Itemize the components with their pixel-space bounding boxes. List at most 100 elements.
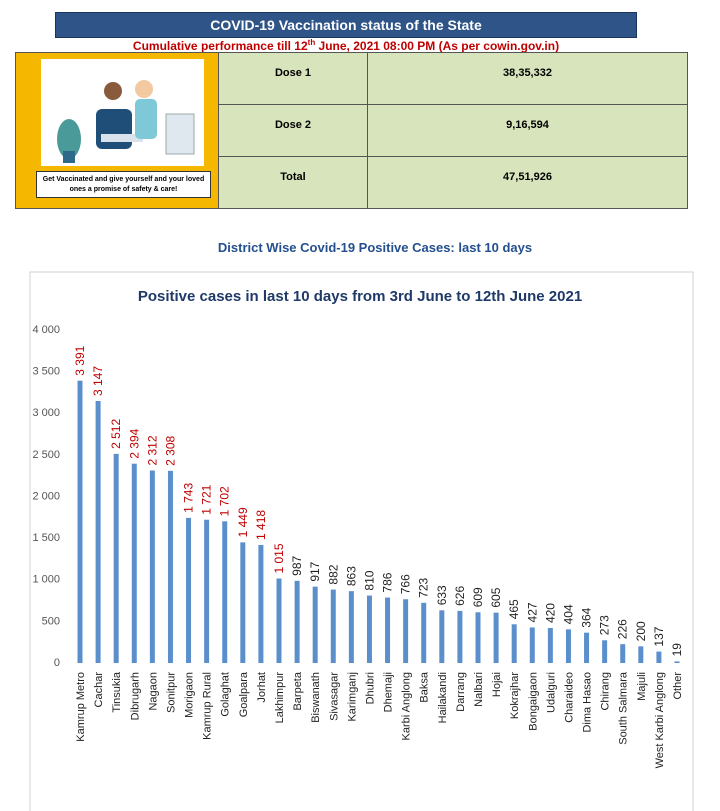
data-label: 1 418 [254, 510, 268, 540]
subtitle-text: June, 2021 08:00 PM (As per cowin.gov.in… [315, 39, 560, 53]
x-tick-label: Tinsukia [111, 671, 123, 712]
bar [312, 586, 318, 663]
data-label: 404 [561, 604, 575, 624]
data-label: 19 [670, 643, 684, 657]
row-value: 38,35,332 [368, 53, 687, 105]
data-label: 273 [598, 615, 612, 635]
data-label: 427 [525, 602, 539, 622]
subtitle-sup: th [307, 38, 316, 47]
promo-cell: Get Vaccinated and give yourself and you… [16, 53, 219, 208]
x-tick-label: Dibrugarh [129, 672, 141, 720]
data-label: 364 [580, 607, 594, 627]
y-tick-label: 3 000 [32, 407, 60, 419]
x-tick-label: West Karbi Anglong [654, 672, 666, 768]
x-tick-label: Udalguri [545, 672, 557, 713]
y-tick-label: 3 500 [32, 366, 60, 378]
data-label: 1 015 [272, 543, 286, 573]
y-tick-label: 1 000 [32, 574, 60, 586]
x-tick-label: Nalbari [473, 672, 485, 707]
bar [240, 542, 246, 663]
x-tick-label: Kamrup Rural [202, 672, 214, 740]
row-value: 9,16,594 [368, 105, 687, 157]
bar [565, 629, 571, 663]
bar [258, 544, 264, 663]
bar [475, 612, 481, 663]
illustration [41, 59, 204, 166]
bar [294, 580, 300, 663]
bar [421, 602, 427, 663]
data-label: 987 [290, 555, 304, 575]
x-tick-label: Kamrup Metro [75, 672, 87, 742]
chart-frame [29, 271, 694, 811]
row-label: Total [219, 157, 368, 208]
data-label: 420 [543, 603, 557, 623]
data-label: 723 [417, 577, 431, 597]
x-tick-label: Hailakandi [437, 672, 449, 723]
data-label: 1 449 [236, 507, 250, 537]
bar [348, 591, 354, 663]
bar [149, 470, 155, 663]
header-title: COVID-19 Vaccination status of the State [55, 12, 637, 38]
x-tick-label: Other [672, 672, 684, 700]
x-tick-label: Baksa [419, 671, 431, 702]
x-tick-label: Lakhimpur [274, 672, 286, 724]
bar [656, 651, 662, 663]
bar [511, 624, 517, 663]
data-label: 3 147 [91, 366, 105, 396]
bar [584, 632, 590, 663]
data-label: 2 394 [127, 428, 141, 458]
x-tick-label: Karbi Anglong [401, 672, 413, 741]
bar [95, 401, 101, 663]
subtitle: Cumulative performance till 12th June, 2… [0, 38, 692, 53]
data-label: 2 312 [145, 435, 159, 465]
caption: Get Vaccinated and give yourself and you… [36, 171, 211, 198]
x-tick-label: Chirang [600, 672, 612, 711]
row-label: Dose 2 [219, 105, 368, 157]
section-title: District Wise Covid-19 Positive Cases: l… [217, 240, 533, 255]
bar [330, 589, 336, 663]
data-label: 609 [471, 587, 485, 607]
data-label: 633 [435, 585, 449, 605]
row-label: Dose 1 [219, 53, 368, 105]
bar [186, 517, 192, 663]
data-label: 3 391 [73, 345, 87, 375]
data-label: 1 702 [218, 486, 232, 516]
vaccination-table: Get Vaccinated and give yourself and you… [15, 52, 688, 209]
bar [77, 380, 83, 663]
data-label: 2 308 [163, 436, 177, 466]
x-tick-label: Majuli [636, 672, 648, 701]
bar [457, 610, 463, 663]
y-tick-label: 4 000 [32, 324, 60, 336]
x-tick-label: Sonitpur [165, 672, 177, 713]
bar [493, 612, 499, 663]
x-tick-label: Golaghat [220, 672, 232, 717]
bar [276, 578, 282, 663]
bar [167, 470, 173, 663]
x-tick-label: Dima Hasao [582, 672, 594, 733]
data-label: 863 [344, 566, 358, 586]
bar [385, 597, 391, 663]
bar [222, 521, 228, 663]
bar [620, 644, 626, 663]
x-tick-label: Karimganj [346, 672, 358, 722]
x-tick-label: Nagaon [147, 672, 159, 711]
x-tick-label: Barpeta [292, 671, 304, 710]
data-label: 917 [308, 561, 322, 581]
x-tick-label: Cachar [93, 672, 105, 708]
bar [547, 628, 553, 663]
data-label: 626 [453, 586, 467, 606]
data-label: 882 [326, 564, 340, 584]
x-tick-label: Dhubri [364, 672, 376, 704]
bar [131, 463, 137, 663]
data-label: 1 743 [182, 483, 196, 513]
data-label: 1 721 [200, 484, 214, 514]
bar [113, 453, 119, 663]
x-tick-label: Jorhat [256, 672, 268, 703]
bar [529, 627, 535, 663]
bar [439, 610, 445, 663]
subtitle-text: Cumulative performance till 12 [132, 39, 308, 53]
x-tick-label: Dhemaji [383, 672, 395, 712]
data-label: 786 [381, 572, 395, 592]
